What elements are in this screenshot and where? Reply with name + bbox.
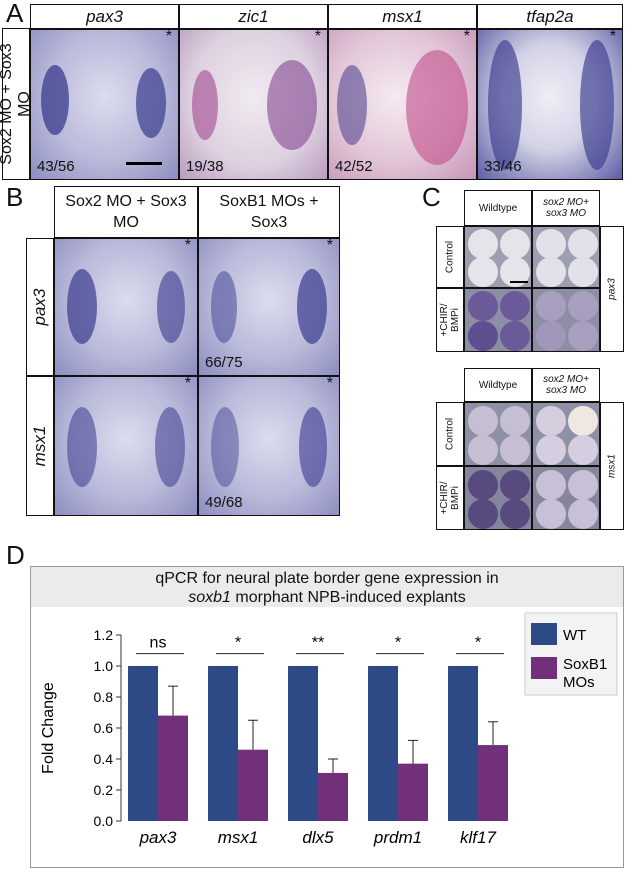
legend-swatch-soxb1: [531, 657, 557, 679]
embryo-image-tfap2a: * 33/46: [477, 29, 623, 180]
embryo-count: 49/68: [205, 494, 243, 511]
chart-title-line1: qPCR for neural plate border gene expres…: [155, 570, 499, 587]
scale-bar: [126, 162, 162, 165]
panel-b-header-soxb1-sox3: SoxB1 MOs + Sox3: [198, 186, 340, 238]
panel-b-label: B: [6, 182, 24, 212]
panel-a-row-label: Sox2 MO + Sox3 MO: [0, 28, 33, 180]
asterisk: *: [165, 29, 172, 45]
embryo-image-b-msx1-2: * 49/68: [198, 376, 340, 516]
embryo-count: 33/46: [484, 158, 522, 175]
panel-c1-header-morphant: sox2 MO+ sox3 MO: [532, 190, 600, 226]
panel-a-header-zic1: zic1: [179, 4, 328, 29]
asterisk: *: [326, 376, 333, 392]
panel-c2-header-wildtype: Wildtype: [464, 368, 532, 402]
y-tick-label: 0.2: [94, 782, 114, 798]
explant-well: [464, 466, 532, 530]
panel-a-header-msx1: msx1: [328, 4, 477, 29]
bar-soxb1: [318, 772, 348, 821]
panel-b-row-label-pax3: pax3: [26, 238, 54, 376]
legend-label-wt: WT: [563, 627, 586, 644]
embryo-image-msx1: * 42/52: [328, 29, 477, 180]
panel-c2-header-morphant: sox2 MO+ sox3 MO: [532, 368, 600, 402]
asterisk: *: [184, 376, 191, 392]
significance-label: *: [235, 634, 241, 651]
embryo-image-b-pax3-2: * 66/75: [198, 238, 340, 376]
explant-well: [464, 288, 532, 352]
explant-well: [532, 466, 600, 530]
explant-well: [532, 226, 600, 288]
significance-label: ns: [150, 634, 167, 651]
panel-c1-row-control: Control: [436, 226, 464, 288]
y-axis-label: Fold Change: [40, 682, 57, 774]
y-tick-label: 0.0: [94, 813, 114, 829]
embryo-count: 42/52: [335, 158, 373, 175]
chart-title-line2: soxb1 morphant NPB-induced explants: [188, 589, 466, 606]
bar-soxb1: [398, 763, 428, 821]
legend-label-soxb1-2: MOs: [563, 674, 595, 691]
significance-label: *: [395, 634, 401, 651]
panel-c2-row-control: Control: [436, 402, 464, 466]
scale-bar: [510, 281, 528, 283]
panel-b-header-sox2-sox3: Sox2 MO + Sox3 MO: [54, 186, 198, 238]
asterisk: *: [326, 238, 333, 254]
embryo-count: 66/75: [205, 354, 243, 371]
explant-well: [464, 402, 532, 466]
legend-swatch-wt: [531, 623, 557, 645]
asterisk: *: [184, 238, 191, 254]
bar-wt: [128, 666, 158, 821]
embryo-count: 19/38: [186, 158, 224, 175]
x-category-label: dlx5: [302, 828, 334, 847]
panel-a-label: A: [6, 0, 24, 28]
significance-label: *: [475, 634, 481, 651]
bar-wt: [208, 666, 238, 821]
significance-label: **: [312, 634, 324, 651]
embryo-image-pax3: * 43/56: [30, 29, 179, 180]
asterisk: *: [463, 29, 470, 45]
y-tick-label: 1.0: [94, 658, 114, 674]
x-category-label: prdm1: [373, 828, 422, 847]
asterisk: *: [314, 29, 321, 45]
x-category-label: pax3: [139, 828, 177, 847]
qpcr-bar-chart: 0.0 0.2 0.4 0.6 0.8 1.0 1.2 Fold Change ns pax3 * m…: [40, 612, 618, 847]
explant-well: [532, 402, 600, 466]
panel-d-label: D: [6, 540, 25, 570]
panel-c1-row-chir: +CHIR/ BMPi: [436, 288, 464, 352]
panel-c2-gene-label: msx1: [600, 402, 624, 530]
embryo-image-b-msx1-1: *: [54, 376, 198, 516]
panel-c1-header-wildtype: Wildtype: [464, 190, 532, 226]
panel-c1-gene-label: pax3: [600, 226, 624, 352]
panel-d-chart: qPCR for neural plate border gene expres…: [30, 566, 624, 868]
bar-wt: [288, 666, 318, 821]
panel-a-header-pax3: pax3: [30, 4, 179, 29]
embryo-image-b-pax3-1: *: [54, 238, 198, 376]
legend-label-soxb1: SoxB1: [563, 656, 607, 673]
panel-b-row-label-msx1: msx1: [26, 376, 54, 516]
bar-wt: [448, 666, 478, 821]
panel-a-header-tfap2a: tfap2a: [477, 4, 623, 29]
y-tick-label: 1.2: [94, 627, 114, 643]
y-tick-label: 0.8: [94, 689, 114, 705]
embryo-image-zic1: * 19/38: [179, 29, 328, 180]
x-category-label: msx1: [218, 828, 259, 847]
y-tick-label: 0.4: [94, 751, 114, 767]
panel-c-label: C: [422, 182, 441, 212]
bar-soxb1: [158, 715, 188, 821]
bar-wt: [368, 666, 398, 821]
panel-c2-row-chir: +CHIR/ BMPi: [436, 466, 464, 530]
x-category-label: klf17: [460, 828, 496, 847]
explant-well: [464, 226, 532, 288]
y-tick-label: 0.6: [94, 720, 114, 736]
chart-title: qPCR for neural plate border gene expres…: [31, 567, 623, 607]
bar-soxb1: [238, 749, 268, 821]
asterisk: *: [609, 29, 616, 45]
embryo-count: 43/56: [37, 158, 75, 175]
bar-soxb1: [478, 745, 508, 821]
explant-well: [532, 288, 600, 352]
